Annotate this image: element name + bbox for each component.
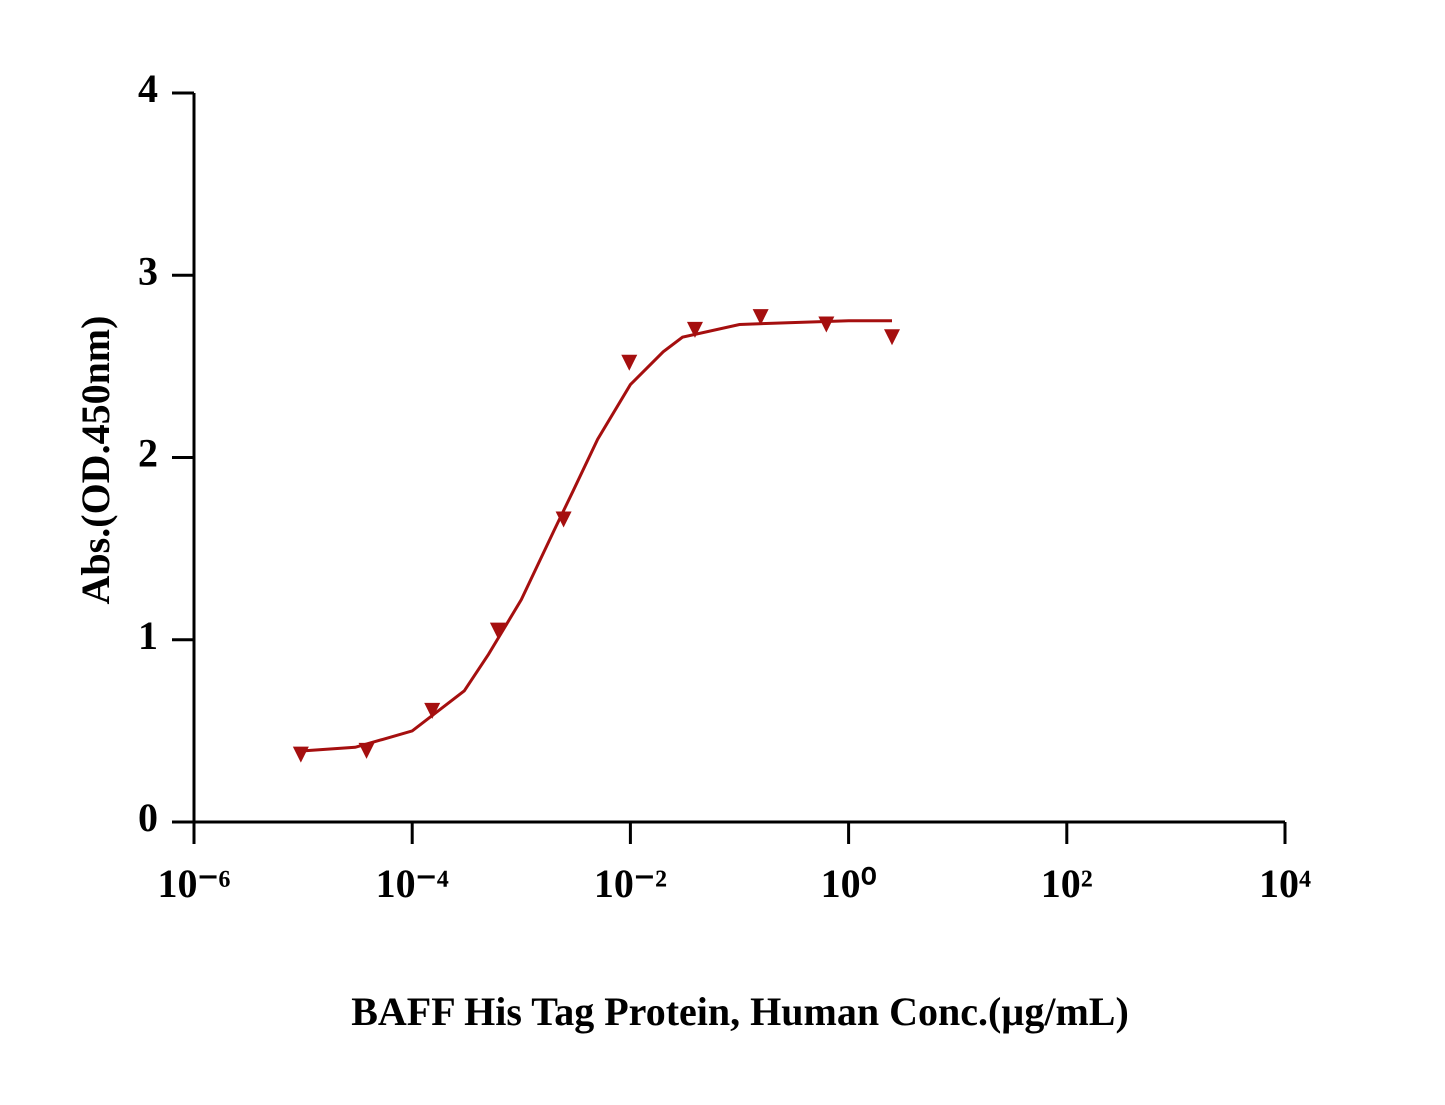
x-axis-label: BAFF His Tag Protein, Human Conc.(µg/mL) — [351, 989, 1129, 1034]
data-point — [686, 321, 703, 338]
data-point — [292, 746, 309, 763]
x-tick-label: 10⁴ — [1259, 861, 1311, 906]
y-axis-label: Abs.(OD.450nm) — [73, 316, 118, 605]
y-tick-label: 0 — [138, 795, 158, 840]
data-point — [424, 702, 441, 719]
y-tick-label: 2 — [138, 431, 158, 476]
y-tick-label: 3 — [138, 248, 158, 293]
data-point — [884, 329, 901, 346]
data-point — [752, 309, 769, 326]
data-point — [621, 354, 638, 371]
x-tick-label: 10⁰ — [821, 861, 877, 906]
y-tick-label: 4 — [138, 66, 158, 111]
x-tick-label: 10⁻² — [594, 861, 667, 906]
x-tick-label: 10⁻⁴ — [376, 861, 449, 906]
data-point — [818, 316, 835, 333]
data-point — [489, 622, 506, 639]
x-tick-label: 10⁻⁶ — [157, 861, 230, 906]
y-tick-label: 1 — [138, 613, 158, 658]
data-point — [358, 742, 375, 759]
fit-curve — [302, 319, 892, 753]
x-tick-label: 10² — [1041, 861, 1093, 906]
data-point — [555, 511, 572, 528]
